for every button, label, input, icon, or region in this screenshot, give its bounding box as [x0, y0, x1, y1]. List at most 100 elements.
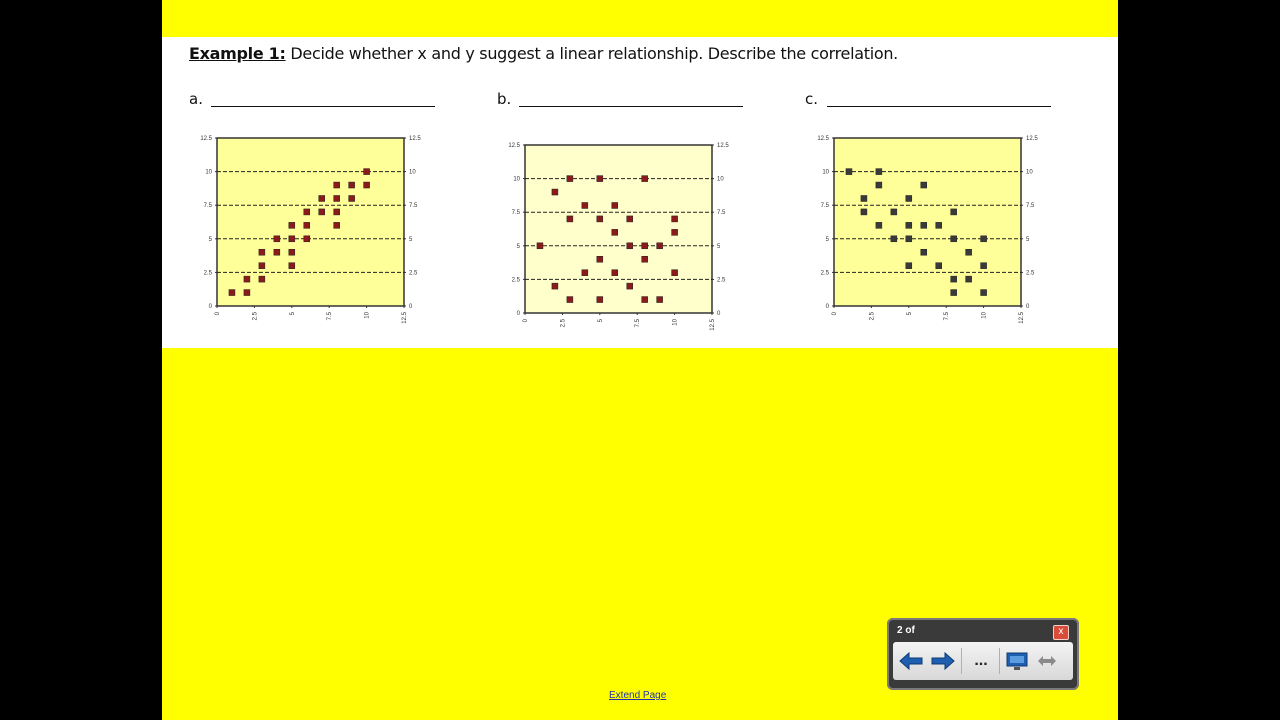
data-point	[656, 242, 663, 250]
right-arrow-icon	[931, 651, 955, 671]
data-point	[596, 215, 604, 223]
data-point	[273, 235, 281, 243]
data-point	[318, 208, 325, 216]
data-point	[965, 248, 972, 256]
data-point	[935, 222, 942, 229]
data-point	[950, 289, 957, 296]
data-point	[333, 222, 340, 229]
x-tick-label: 5	[290, 311, 296, 315]
y-tick-label-right: 0	[1026, 304, 1030, 310]
x-tick-label: 2.5	[560, 318, 566, 327]
y-tick-label-right: 0	[409, 304, 413, 310]
x-tick-label: 12.5	[710, 318, 716, 330]
data-point	[303, 222, 311, 229]
close-icon: x	[1058, 626, 1064, 637]
data-point	[875, 181, 883, 189]
data-point	[950, 208, 957, 216]
data-point	[626, 282, 633, 290]
x-tick-label: 7.5	[944, 311, 950, 320]
answer-blank-c[interactable]: c.	[805, 88, 1055, 110]
extend-page-link[interactable]: Extend Page	[609, 690, 667, 701]
y-tick-label-left: 7.5	[821, 203, 830, 209]
x-tick-label: 7.5	[327, 311, 333, 320]
data-point	[890, 235, 898, 243]
y-tick-label-left: 12.5	[817, 136, 829, 142]
y-tick-label-left: 2.5	[821, 270, 830, 276]
toolbar-header[interactable]: 2 of x	[893, 624, 1073, 640]
display-button[interactable]	[1003, 648, 1031, 674]
y-tick-label-right: 7.5	[717, 210, 726, 216]
x-tick-label: 10	[673, 318, 679, 325]
blank-letter: a.	[189, 90, 203, 108]
y-tick-label-right: 7.5	[409, 203, 418, 209]
y-tick-label-left: 2.5	[512, 277, 521, 283]
y-tick-label-left: 5	[209, 237, 213, 243]
data-point	[950, 275, 957, 283]
data-point	[566, 175, 574, 182]
y-tick-label-left: 0	[517, 311, 521, 317]
data-point	[626, 215, 633, 223]
data-point	[920, 222, 928, 229]
data-point	[363, 168, 370, 175]
data-point	[581, 269, 589, 276]
y-tick-label-left: 10	[205, 170, 212, 176]
data-point	[980, 262, 987, 269]
toolbar-separator	[961, 648, 962, 674]
x-tick-label: 0	[215, 311, 221, 315]
x-tick-label: 10	[982, 311, 988, 318]
y-tick-label-right: 2.5	[717, 277, 726, 283]
data-point	[596, 255, 604, 263]
x-tick-label: 7.5	[635, 318, 641, 327]
scatter-plot-c: 0 0 2.5 2.5 5 5 7.5 7.5 10 10 12.5 12.5 0 2.5 5 7.5 10 12…	[809, 126, 1049, 344]
data-point	[258, 275, 266, 283]
next-page-button[interactable]	[929, 648, 957, 674]
y-tick-label-left: 10	[822, 170, 829, 176]
y-tick-label-right: 12.5	[1026, 136, 1038, 142]
x-tick-label: 0	[832, 311, 838, 315]
floating-toolbar[interactable]: 2 of x ...	[887, 618, 1079, 690]
data-point	[318, 195, 325, 202]
y-tick-label-left: 5	[517, 244, 521, 250]
data-point	[228, 289, 236, 296]
answer-blank-b[interactable]: b.	[497, 88, 747, 110]
data-point	[288, 248, 296, 256]
data-point	[288, 262, 296, 269]
y-tick-label-right: 2.5	[409, 270, 418, 276]
data-point	[611, 202, 619, 209]
data-point	[333, 195, 340, 202]
data-point	[536, 242, 544, 250]
data-point	[671, 215, 678, 223]
data-point	[611, 269, 619, 276]
y-tick-label-left: 5	[826, 237, 830, 243]
toolbar-body: ...	[893, 642, 1073, 680]
scatter-plot-a: 0 0 2.5 2.5 5 5 7.5 7.5 10 10 12.5 12.5 0 2.5 5 7.5 10 12…	[192, 126, 432, 344]
y-tick-label-right: 12.5	[409, 136, 421, 142]
data-point	[641, 242, 648, 250]
data-point	[303, 208, 311, 216]
y-tick-label-left: 2.5	[204, 270, 213, 276]
y-tick-label-left: 7.5	[204, 203, 213, 209]
more-button[interactable]: ...	[967, 648, 995, 674]
data-point	[980, 235, 987, 243]
more-icon: ...	[974, 652, 988, 669]
page-canvas: Example 1: Decide whether x and y sugges…	[162, 0, 1118, 720]
data-point	[905, 262, 913, 269]
data-point	[920, 181, 928, 189]
data-point	[243, 275, 251, 283]
resize-button[interactable]	[1033, 648, 1061, 674]
heading-lead: Example 1:	[189, 44, 286, 63]
close-button[interactable]: x	[1053, 625, 1069, 640]
previous-page-button[interactable]	[897, 648, 925, 674]
left-arrow-icon	[899, 651, 923, 671]
data-point	[671, 269, 678, 276]
answer-line	[827, 106, 1051, 107]
answer-blank-a[interactable]: a.	[189, 88, 439, 110]
data-point	[890, 208, 898, 216]
x-tick-label: 5	[907, 311, 913, 315]
y-tick-label-right: 5	[717, 244, 721, 250]
x-tick-label: 2.5	[869, 311, 875, 320]
x-tick-label: 12.5	[1019, 311, 1025, 323]
y-tick-label-right: 10	[1026, 170, 1033, 176]
resize-icon	[1038, 656, 1056, 666]
